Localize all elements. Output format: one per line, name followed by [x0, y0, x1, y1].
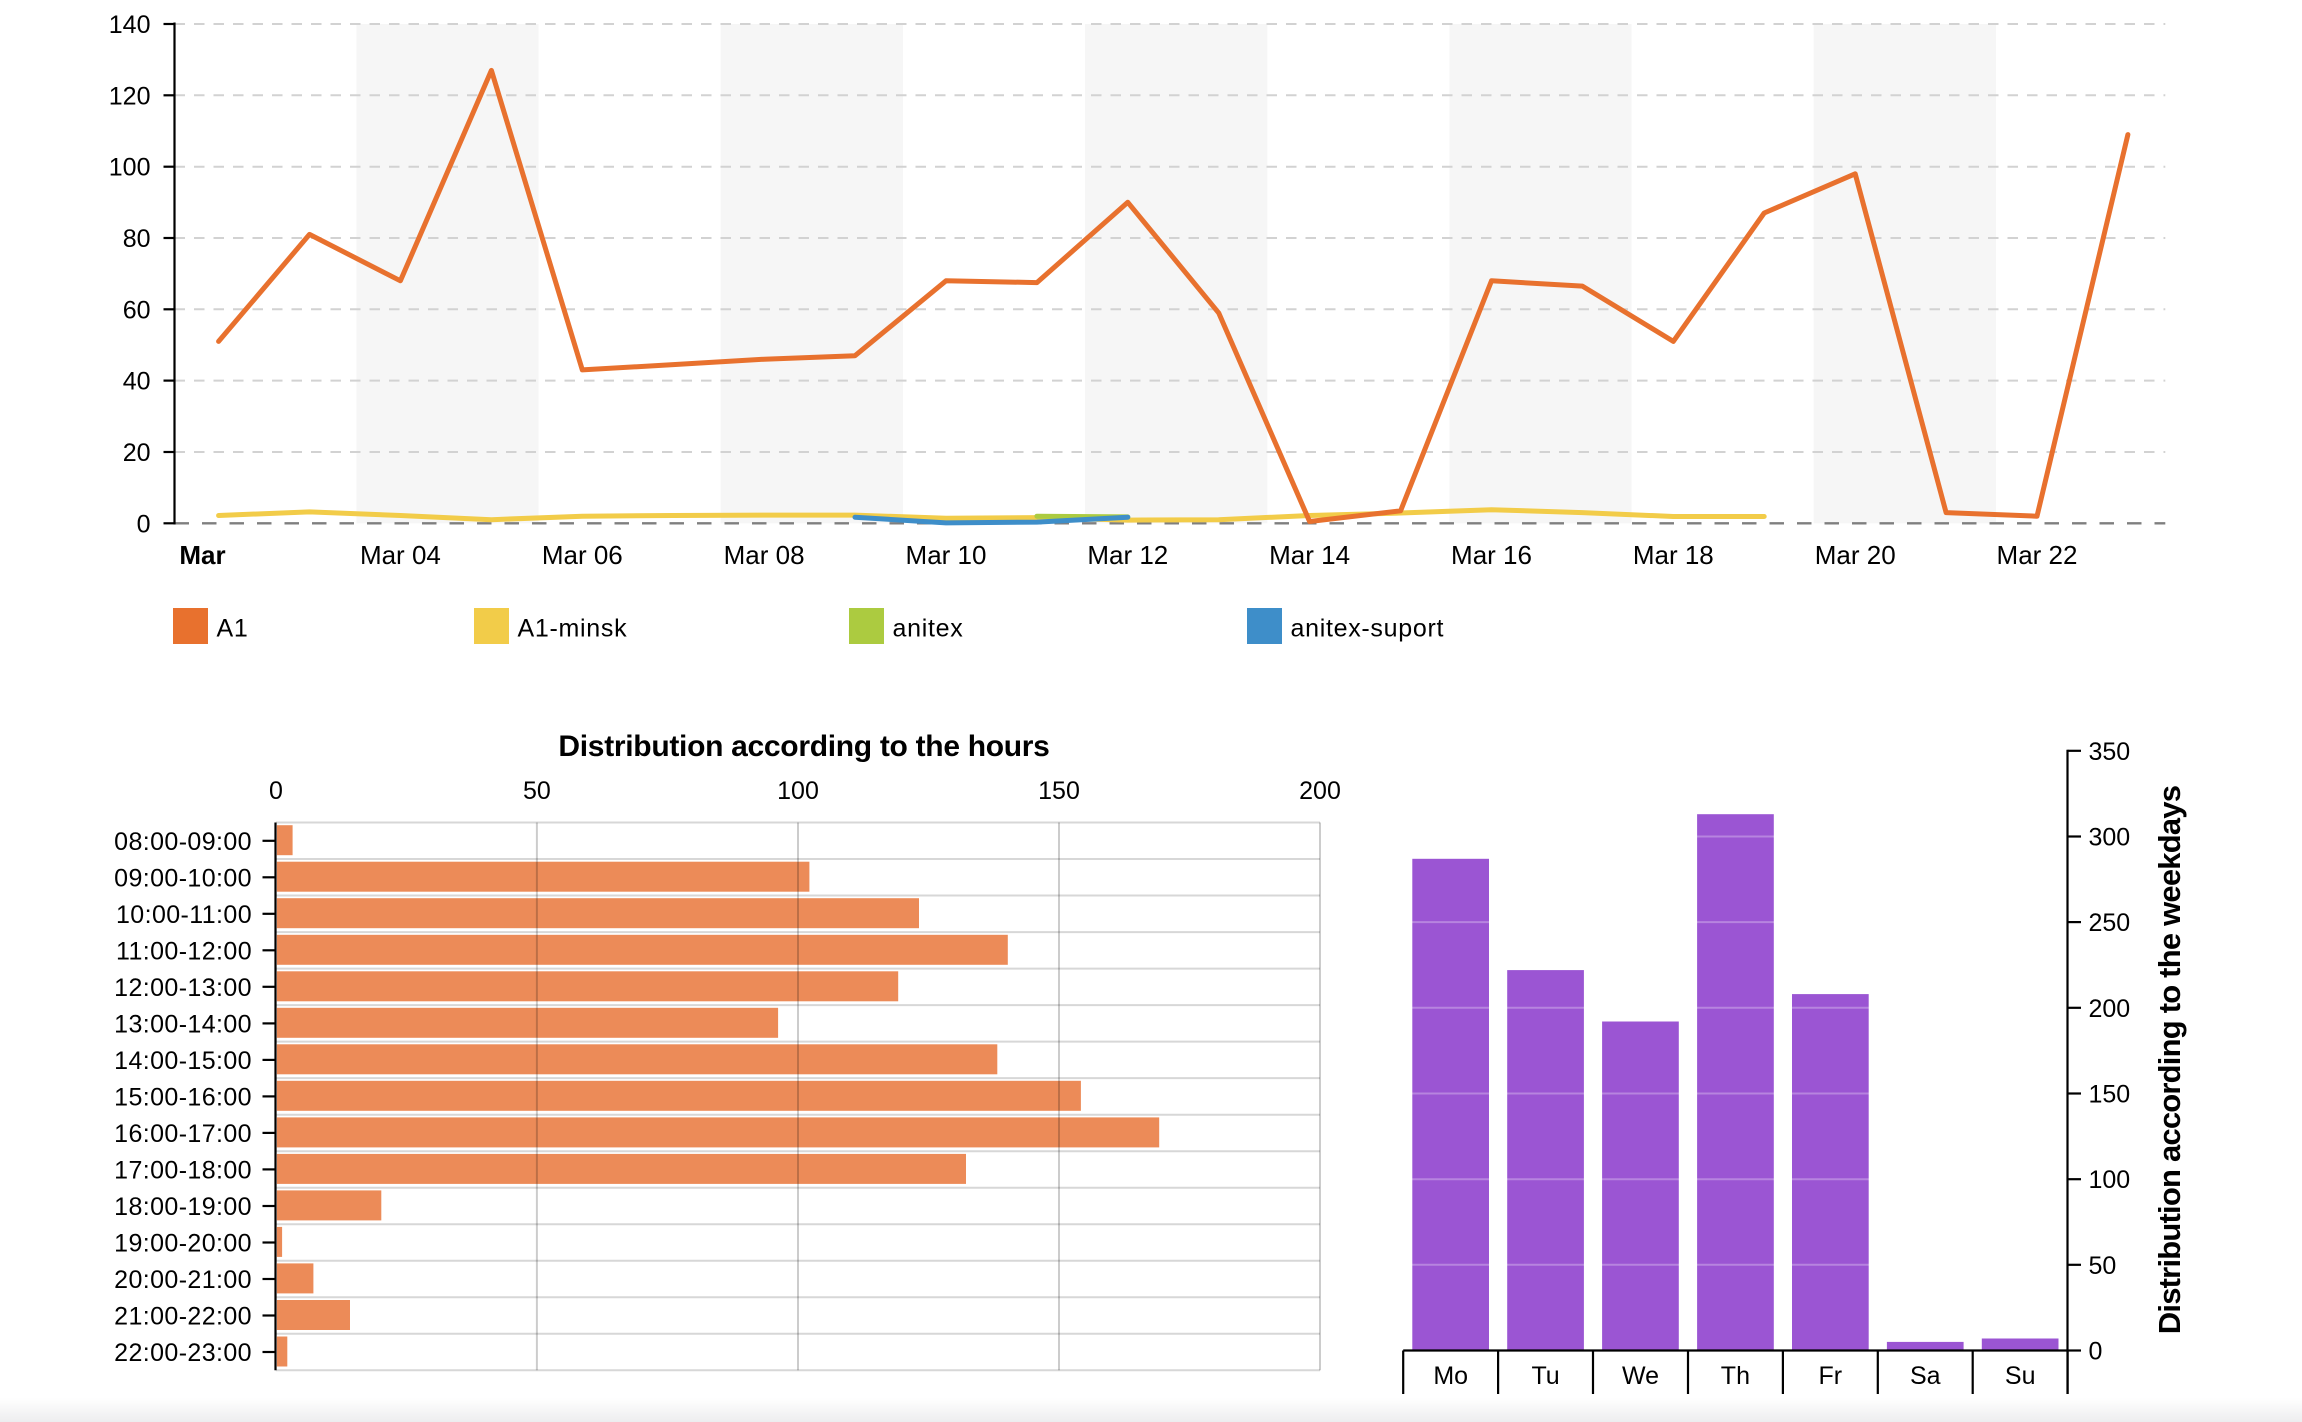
svg-text:anitex: anitex [893, 615, 964, 643]
svg-text:20:00-21:00: 20:00-21:00 [114, 1266, 252, 1294]
svg-text:Th: Th [1721, 1362, 1750, 1390]
svg-text:17:00-18:00: 17:00-18:00 [114, 1156, 252, 1184]
svg-text:Mar: Mar [179, 540, 225, 570]
svg-text:Fr: Fr [1818, 1362, 1842, 1390]
svg-text:150: 150 [2089, 1081, 2131, 1109]
svg-text:Distribution according to the: Distribution according to the weekdays [2152, 786, 2187, 1334]
svg-text:12:00-13:00: 12:00-13:00 [114, 974, 252, 1002]
svg-text:0: 0 [269, 777, 283, 805]
svg-text:anitex-suport: anitex-suport [1291, 615, 1445, 643]
svg-text:0: 0 [2089, 1338, 2103, 1366]
svg-text:300: 300 [2089, 824, 2131, 852]
svg-text:A1: A1 [217, 615, 249, 643]
svg-text:Mar 20: Mar 20 [1815, 540, 1896, 570]
svg-text:13:00-14:00: 13:00-14:00 [114, 1010, 252, 1038]
svg-text:100: 100 [109, 154, 151, 182]
svg-text:21:00-22:00: 21:00-22:00 [114, 1303, 252, 1331]
svg-text:100: 100 [777, 777, 819, 805]
svg-text:100: 100 [2089, 1166, 2131, 1194]
svg-text:120: 120 [109, 82, 151, 110]
svg-text:Mar 16: Mar 16 [1451, 540, 1532, 570]
svg-text:200: 200 [1299, 777, 1341, 805]
svg-text:40: 40 [123, 368, 151, 396]
svg-text:200: 200 [2089, 995, 2131, 1023]
svg-text:11:00-12:00: 11:00-12:00 [116, 937, 252, 965]
svg-text:250: 250 [2089, 909, 2131, 937]
svg-text:Sa: Sa [1910, 1362, 1941, 1390]
svg-text:Mar 14: Mar 14 [1269, 540, 1350, 570]
svg-text:18:00-19:00: 18:00-19:00 [114, 1193, 252, 1221]
svg-text:22:00-23:00: 22:00-23:00 [114, 1339, 252, 1367]
svg-text:Mo: Mo [1433, 1362, 1468, 1390]
svg-text:16:00-17:00: 16:00-17:00 [114, 1120, 252, 1148]
svg-text:14:00-15:00: 14:00-15:00 [114, 1047, 252, 1075]
svg-text:60: 60 [123, 296, 151, 324]
svg-text:Mar 18: Mar 18 [1633, 540, 1714, 570]
svg-text:09:00-10:00: 09:00-10:00 [114, 864, 252, 892]
svg-text:Su: Su [2005, 1362, 2036, 1390]
svg-text:Mar 06: Mar 06 [542, 540, 623, 570]
svg-text:Mar 22: Mar 22 [1997, 540, 2078, 570]
svg-text:Distribution according to the: Distribution according to the hours [558, 730, 1049, 763]
svg-text:19:00-20:00: 19:00-20:00 [114, 1230, 252, 1258]
svg-text:140: 140 [109, 11, 151, 39]
svg-text:50: 50 [2089, 1252, 2117, 1280]
svg-text:Mar 04: Mar 04 [360, 540, 441, 570]
svg-text:0: 0 [137, 510, 151, 538]
svg-text:80: 80 [123, 225, 151, 253]
svg-text:08:00-09:00: 08:00-09:00 [114, 828, 252, 856]
svg-text:We: We [1622, 1362, 1659, 1390]
svg-text:20: 20 [123, 439, 151, 467]
svg-text:15:00-16:00: 15:00-16:00 [114, 1083, 252, 1111]
svg-text:A1-minsk: A1-minsk [518, 615, 628, 643]
svg-text:Mar 10: Mar 10 [906, 540, 987, 570]
svg-text:Tu: Tu [1531, 1362, 1559, 1390]
svg-text:150: 150 [1038, 777, 1080, 805]
svg-text:10:00-11:00: 10:00-11:00 [116, 901, 252, 929]
svg-text:50: 50 [523, 777, 551, 805]
svg-text:350: 350 [2089, 738, 2131, 766]
svg-text:Mar 08: Mar 08 [724, 540, 805, 570]
svg-text:Mar 12: Mar 12 [1087, 540, 1168, 570]
